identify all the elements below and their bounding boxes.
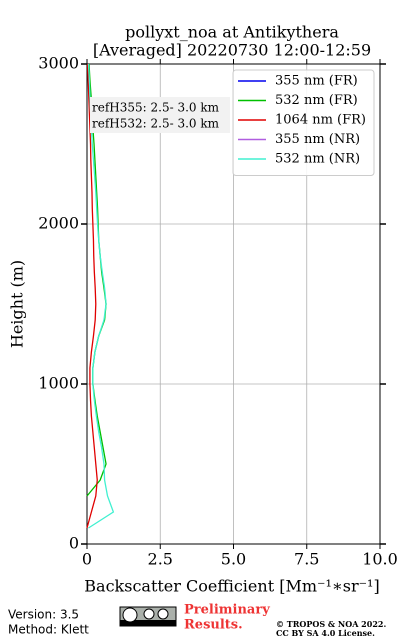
legend-label: 355 nm (NR) bbox=[275, 132, 360, 147]
y-tick-label: 2000 bbox=[38, 214, 79, 233]
x-tick-label: 10.0 bbox=[362, 550, 398, 569]
chart-title: pollyxt_noa at Antikythera bbox=[125, 23, 339, 42]
annotation: refH355: 2.5- 3.0 km bbox=[92, 101, 220, 115]
profile-line bbox=[87, 63, 115, 529]
chart-subtitle: [Averaged] 20220730 12:00-12:59 bbox=[93, 41, 371, 60]
license: CC BY SA 4.0 License. bbox=[276, 628, 375, 638]
plot-area: 0 2.5 5.0 7.5 10.0 0 1000 2000 3000 355 nm (FR) 53… bbox=[38, 54, 398, 569]
y-tick-label: 1000 bbox=[38, 374, 79, 393]
x-tick-label: 5.0 bbox=[221, 550, 246, 569]
profile-line bbox=[86, 63, 98, 529]
x-tick-label: 7.5 bbox=[294, 550, 319, 569]
legend-label: 1064 nm (FR) bbox=[275, 113, 366, 128]
annotation-box bbox=[90, 97, 230, 133]
x-axis-label: Backscatter Coefficient [Mm⁻¹∗sr⁻¹] bbox=[84, 577, 379, 596]
y-tick-label: 3000 bbox=[38, 54, 79, 73]
legend-label: 532 nm (FR) bbox=[275, 93, 358, 108]
copyright: © TROPOS & NOA 2022. bbox=[276, 619, 386, 629]
legend-label: 532 nm (NR) bbox=[275, 152, 360, 167]
annotation: refH532: 2.5- 3.0 km bbox=[92, 117, 220, 131]
method: Method: Klett bbox=[8, 623, 89, 637]
x-tick-label: 2.5 bbox=[148, 550, 173, 569]
legend-box bbox=[232, 69, 375, 176]
y-axis-label: Height (m) bbox=[8, 260, 27, 348]
x-tick-label: 0 bbox=[82, 550, 92, 569]
status: Preliminary bbox=[184, 603, 270, 618]
cc-logo bbox=[119, 606, 177, 627]
y-tick-label: 0 bbox=[69, 534, 79, 553]
status: Results. bbox=[184, 618, 243, 633]
plot-frame bbox=[86, 63, 381, 545]
legend-label: 355 nm (FR) bbox=[275, 74, 358, 89]
version: Version: 3.5 bbox=[8, 608, 79, 622]
